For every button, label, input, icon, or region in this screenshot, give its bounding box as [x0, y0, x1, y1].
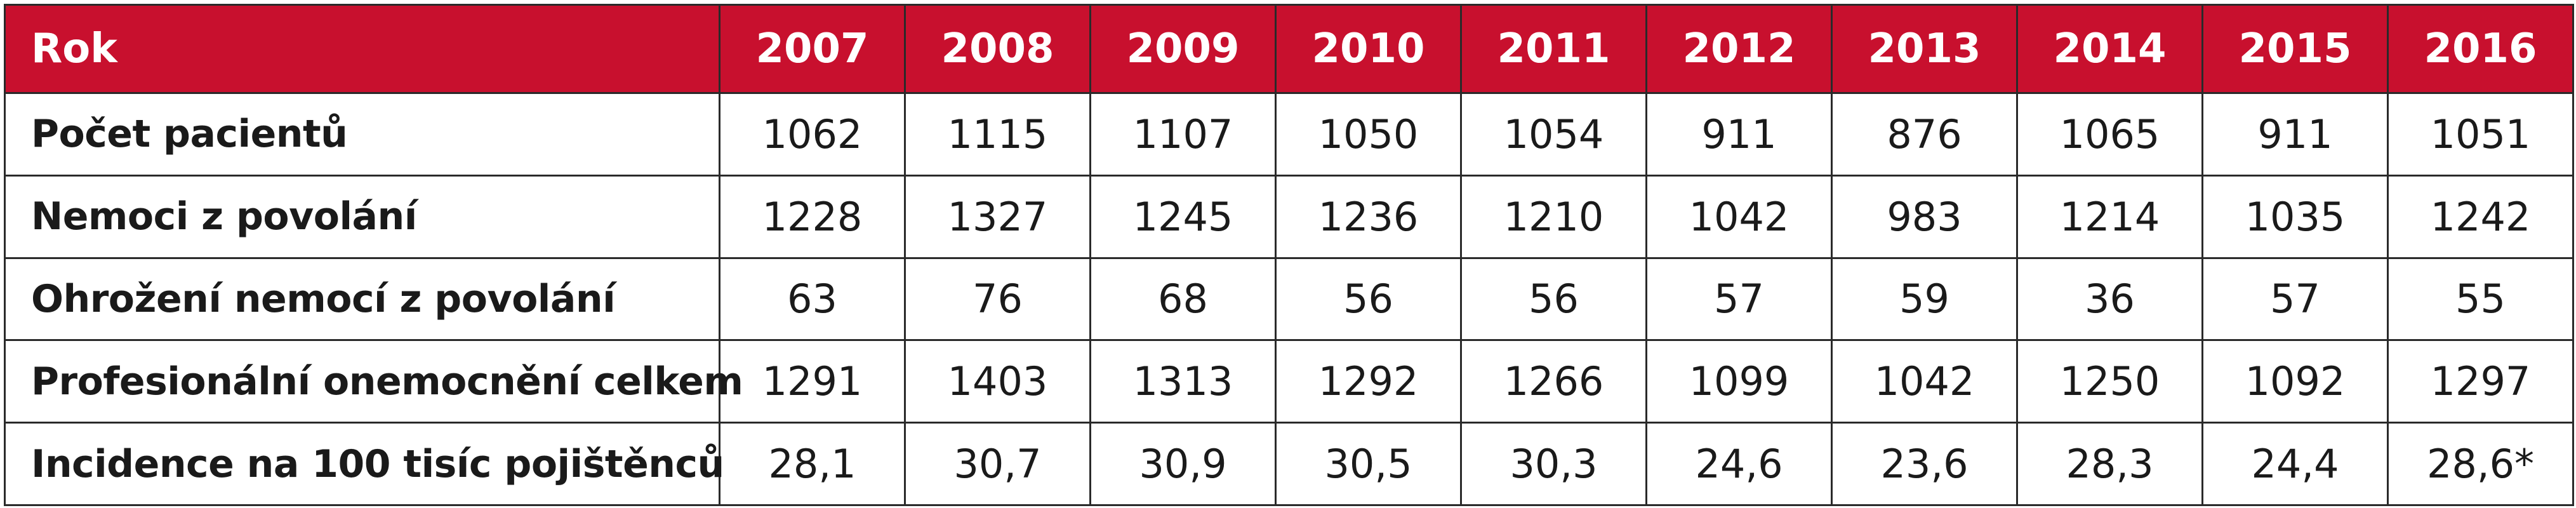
- header-label-cell: Rok: [4, 4, 720, 94]
- value-cell: 1042: [1645, 174, 1833, 259]
- value-cell: 1210: [1460, 174, 1647, 259]
- row-label-cell: Počet pacientů: [4, 92, 720, 177]
- value-cell: 911: [2201, 92, 2389, 177]
- value-cell: 23,6: [1831, 422, 2018, 506]
- value-cell: 1242: [2387, 174, 2574, 259]
- value-cell: 63: [719, 257, 906, 342]
- year-header-cell: 2013: [1831, 4, 2018, 94]
- occupational-disease-table: Rok 2007 2008 2009 2010 2011 2012 2013 2…: [4, 4, 2574, 506]
- table-row: Profesionální onemocnění celkem 1291 140…: [4, 339, 2574, 424]
- value-cell: 1062: [719, 92, 906, 177]
- value-cell: 1099: [1645, 339, 1833, 424]
- value-cell: 57: [2201, 257, 2389, 342]
- value-cell: 68: [1089, 257, 1277, 342]
- year-header-cell: 2007: [719, 4, 906, 94]
- table-row: Počet pacientů 1062 1115 1107 1050 1054 …: [4, 92, 2574, 177]
- value-cell: 983: [1831, 174, 2018, 259]
- value-cell: 28,3: [2016, 422, 2203, 506]
- year-header-cell: 2015: [2201, 4, 2389, 94]
- value-cell: 36: [2016, 257, 2203, 342]
- value-cell: 1051: [2387, 92, 2574, 177]
- value-cell: 911: [1645, 92, 1833, 177]
- value-cell: 1065: [2016, 92, 2203, 177]
- value-cell: 1035: [2201, 174, 2389, 259]
- row-label-cell: Incidence na 100 tisíc pojištěnců: [4, 422, 724, 506]
- table-row: Nemoci z povolání 1228 1327 1245 1236 12…: [4, 174, 2574, 259]
- value-cell: 1054: [1460, 92, 1647, 177]
- value-cell: 1291: [719, 339, 906, 424]
- table-row: Ohrožení nemocí z povolání 63 76 68 56 5…: [4, 257, 2574, 342]
- value-cell: 28,1: [719, 422, 906, 506]
- value-cell: 1297: [2387, 339, 2574, 424]
- year-header-cell: 2009: [1089, 4, 1277, 94]
- value-cell: 30,3: [1460, 422, 1647, 506]
- value-cell: 1236: [1275, 174, 1462, 259]
- value-cell: 1250: [2016, 339, 2203, 424]
- value-cell: 57: [1645, 257, 1833, 342]
- value-cell: 1107: [1089, 92, 1277, 177]
- value-cell: 1050: [1275, 92, 1462, 177]
- value-cell: 55: [2387, 257, 2574, 342]
- value-cell: 1292: [1275, 339, 1462, 424]
- value-cell: 24,4: [2201, 422, 2389, 506]
- row-label-cell: Nemoci z povolání: [4, 174, 720, 259]
- year-header-cell: 2011: [1460, 4, 1647, 94]
- value-cell: 1403: [904, 339, 1091, 424]
- value-cell: 1245: [1089, 174, 1277, 259]
- header-row: Rok 2007 2008 2009 2010 2011 2012 2013 2…: [4, 4, 2574, 94]
- value-cell: 24,6: [1645, 422, 1833, 506]
- year-header-cell: 2014: [2016, 4, 2203, 94]
- value-cell: 1228: [719, 174, 906, 259]
- value-cell: 876: [1831, 92, 2018, 177]
- value-cell: 30,5: [1275, 422, 1462, 506]
- value-cell: 59: [1831, 257, 2018, 342]
- value-cell: 28,6*: [2387, 422, 2574, 506]
- value-cell: 56: [1460, 257, 1647, 342]
- value-cell: 1214: [2016, 174, 2203, 259]
- value-cell: 56: [1275, 257, 1462, 342]
- value-cell: 1327: [904, 174, 1091, 259]
- row-label-cell: Ohrožení nemocí z povolání: [4, 257, 720, 342]
- value-cell: 1266: [1460, 339, 1647, 424]
- value-cell: 1042: [1831, 339, 2018, 424]
- value-cell: 76: [904, 257, 1091, 342]
- value-cell: 30,9: [1089, 422, 1277, 506]
- year-header-cell: 2010: [1275, 4, 1462, 94]
- table-row: Incidence na 100 tisíc pojištěnců 28,1 3…: [4, 422, 2574, 506]
- year-header-cell: 2016: [2387, 4, 2574, 94]
- value-cell: 1092: [2201, 339, 2389, 424]
- year-header-cell: 2008: [904, 4, 1091, 94]
- value-cell: 30,7: [904, 422, 1091, 506]
- value-cell: 1115: [904, 92, 1091, 177]
- year-header-cell: 2012: [1645, 4, 1833, 94]
- value-cell: 1313: [1089, 339, 1277, 424]
- row-label-cell: Profesionální onemocnění celkem: [4, 339, 743, 424]
